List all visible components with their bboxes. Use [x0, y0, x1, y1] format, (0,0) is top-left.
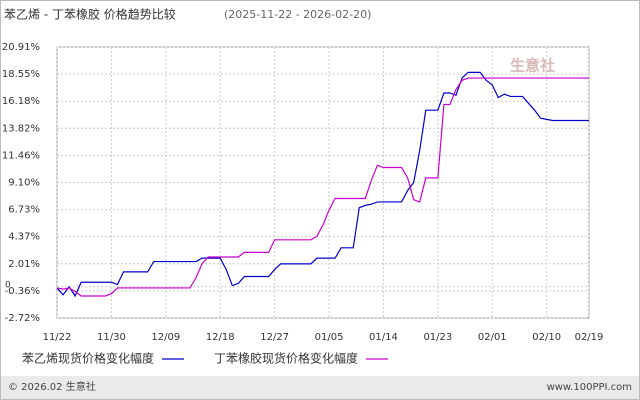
y-tick-label: 4.37%	[8, 232, 40, 243]
legend-label: 丁苯橡胶现货价格变化幅度	[214, 351, 358, 366]
x-tick-label: 11/22	[43, 332, 72, 343]
chart-subtitle: (2025-11-22 - 2026-02-20)	[224, 8, 371, 21]
y-tick-label: 0	[5, 280, 11, 290]
x-tick-label: 12/09	[151, 332, 180, 343]
chart-title: 苯乙烯 - 丁苯橡胶 价格趋势比较	[4, 7, 176, 22]
footer-right: www.100PPI.com	[547, 382, 632, 393]
x-tick-label: 02/10	[532, 332, 561, 343]
y-tick-label: 11.46%	[2, 150, 40, 161]
x-tick-label: 01/05	[315, 332, 344, 343]
y-tick-label: 2.01%	[8, 259, 40, 270]
y-tick-label: 18.55%	[2, 69, 40, 80]
y-tick-label: 20.91%	[2, 42, 40, 53]
legend-label: 苯乙烯现货价格变化幅度	[22, 351, 154, 366]
series-line	[56, 77, 589, 297]
y-tick-label: -0.36%	[5, 286, 40, 297]
footer-bar	[1, 376, 639, 399]
x-tick-label: 11/30	[97, 332, 126, 343]
y-tick-label: 13.82%	[2, 123, 40, 134]
x-tick-label: 02/01	[478, 332, 507, 343]
series-line	[56, 71, 589, 298]
y-tick-label: 16.18%	[2, 96, 40, 107]
x-tick-label: 12/18	[206, 332, 235, 343]
x-tick-label: 12/27	[260, 332, 289, 343]
x-tick-label: 01/23	[423, 332, 452, 343]
x-tick-label: 02/19	[575, 332, 604, 343]
y-tick-label: 9.10%	[8, 177, 40, 188]
y-tick-label: 6.73%	[8, 205, 40, 216]
x-tick-label: 01/14	[369, 332, 398, 343]
watermark: 生意社	[510, 57, 555, 75]
footer-left: © 2026.02 生意社	[8, 380, 96, 393]
y-tick-label: -2.72%	[5, 313, 40, 324]
